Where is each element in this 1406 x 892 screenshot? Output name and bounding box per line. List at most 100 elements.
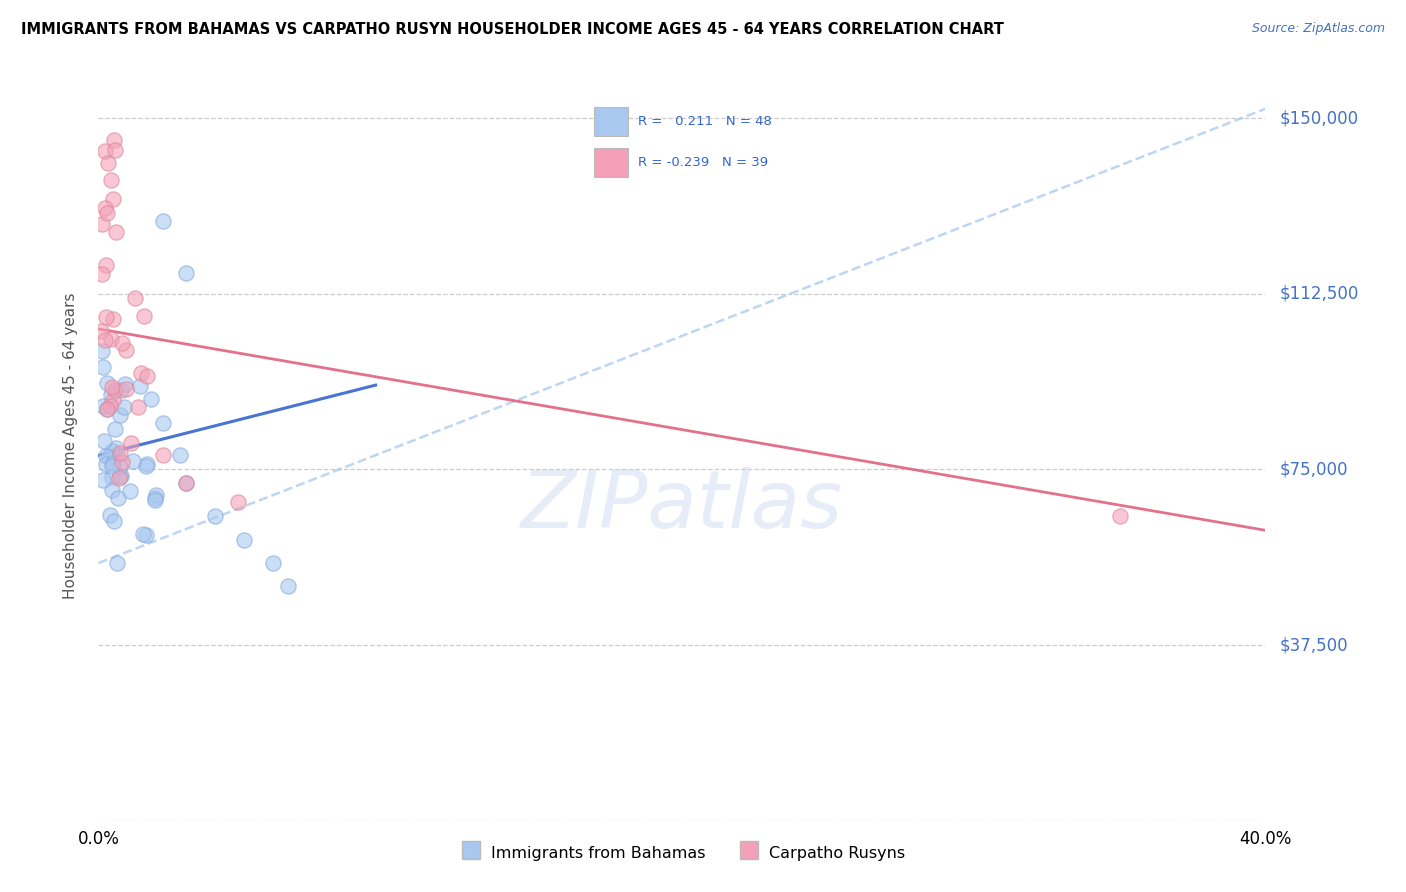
Point (132, 309, 155, 323)
Text: Source: ZipAtlas.com: Source: ZipAtlas.com (1251, 22, 1385, 36)
FancyBboxPatch shape (593, 107, 627, 136)
Point (110, 459, 132, 474)
Point (103, 133, 125, 147)
Point (91, 474, 114, 488)
Point (91, 267, 114, 281)
Point (90, 217, 112, 231)
Point (135, 458, 157, 473)
Point (101, 311, 124, 326)
Point (94, 202, 117, 216)
Point (152, 416, 174, 430)
Point (124, 291, 146, 305)
Point (131, 527, 153, 541)
Point (101, 458, 124, 473)
Point (91, 400, 114, 414)
Text: $112,500: $112,500 (1279, 285, 1358, 302)
Point (110, 455, 132, 469)
Point (174, 476, 197, 491)
Point (100, 483, 122, 497)
Point (136, 368, 159, 383)
Point (118, 483, 141, 498)
Point (228, 495, 250, 509)
Point (94, 144, 117, 158)
Point (101, 444, 124, 458)
Point (174, 476, 197, 491)
Point (115, 383, 138, 397)
Point (262, 556, 284, 570)
Point (120, 435, 142, 450)
Point (104, 144, 127, 158)
Point (204, 509, 226, 524)
Point (152, 449, 174, 463)
Text: R =   0.211   N = 48: R = 0.211 N = 48 (638, 115, 772, 128)
Point (115, 343, 138, 357)
Point (96, 402, 118, 417)
Point (100, 173, 122, 187)
Text: ZIPatlas: ZIPatlas (520, 467, 844, 545)
Point (103, 514, 125, 528)
Point (108, 408, 131, 422)
Point (1108, 509, 1130, 524)
Point (110, 383, 132, 397)
Point (101, 380, 124, 394)
Point (135, 457, 157, 471)
Text: $150,000: $150,000 (1279, 109, 1358, 128)
Point (98, 450, 121, 464)
Point (127, 401, 149, 415)
Point (111, 335, 134, 350)
Point (100, 470, 122, 484)
Point (110, 468, 132, 483)
Point (108, 469, 131, 483)
Point (100, 332, 122, 346)
Point (98, 508, 121, 522)
Point (90, 324, 112, 338)
Point (96, 401, 118, 416)
Point (104, 422, 127, 436)
Point (94, 259, 117, 273)
Point (101, 192, 124, 206)
Point (105, 556, 128, 570)
Point (100, 387, 122, 401)
Point (135, 528, 157, 542)
Point (169, 449, 191, 463)
Point (129, 366, 152, 380)
Point (105, 441, 128, 455)
Point (174, 266, 197, 280)
Legend: Immigrants from Bahamas, Carpatho Rusyns: Immigrants from Bahamas, Carpatho Rusyns (453, 837, 911, 869)
Point (101, 456, 124, 470)
Point (93, 434, 115, 448)
Point (129, 378, 152, 392)
Point (121, 453, 143, 467)
Point (145, 488, 167, 502)
Text: IMMIGRANTS FROM BAHAMAS VS CARPATHO RUSYN HOUSEHOLDER INCOME AGES 45 - 64 YEARS : IMMIGRANTS FROM BAHAMAS VS CARPATHO RUSY… (21, 22, 1004, 37)
Point (93, 333, 115, 347)
Point (107, 491, 129, 506)
Text: $75,000: $75,000 (1279, 460, 1348, 478)
Y-axis label: Householder Income Ages 45 - 64 years: Householder Income Ages 45 - 64 years (63, 293, 77, 599)
Text: R = -0.239   N = 39: R = -0.239 N = 39 (638, 156, 768, 169)
Point (233, 533, 256, 547)
Point (103, 392, 125, 407)
Point (139, 392, 162, 407)
Point (94, 449, 117, 463)
Point (96, 376, 118, 390)
Point (107, 470, 129, 484)
Point (94, 457, 117, 471)
Point (90, 343, 112, 358)
Point (104, 383, 127, 397)
Point (114, 377, 136, 392)
Point (97, 156, 120, 170)
Text: $37,500: $37,500 (1279, 636, 1348, 654)
Point (96, 310, 118, 325)
Point (104, 225, 127, 239)
Point (91, 359, 114, 374)
Point (108, 445, 131, 459)
Point (98, 399, 121, 413)
Point (96, 206, 118, 220)
FancyBboxPatch shape (593, 148, 627, 177)
Point (105, 446, 128, 460)
Point (143, 492, 166, 507)
Point (277, 580, 299, 594)
Point (112, 400, 135, 414)
Point (143, 491, 166, 505)
